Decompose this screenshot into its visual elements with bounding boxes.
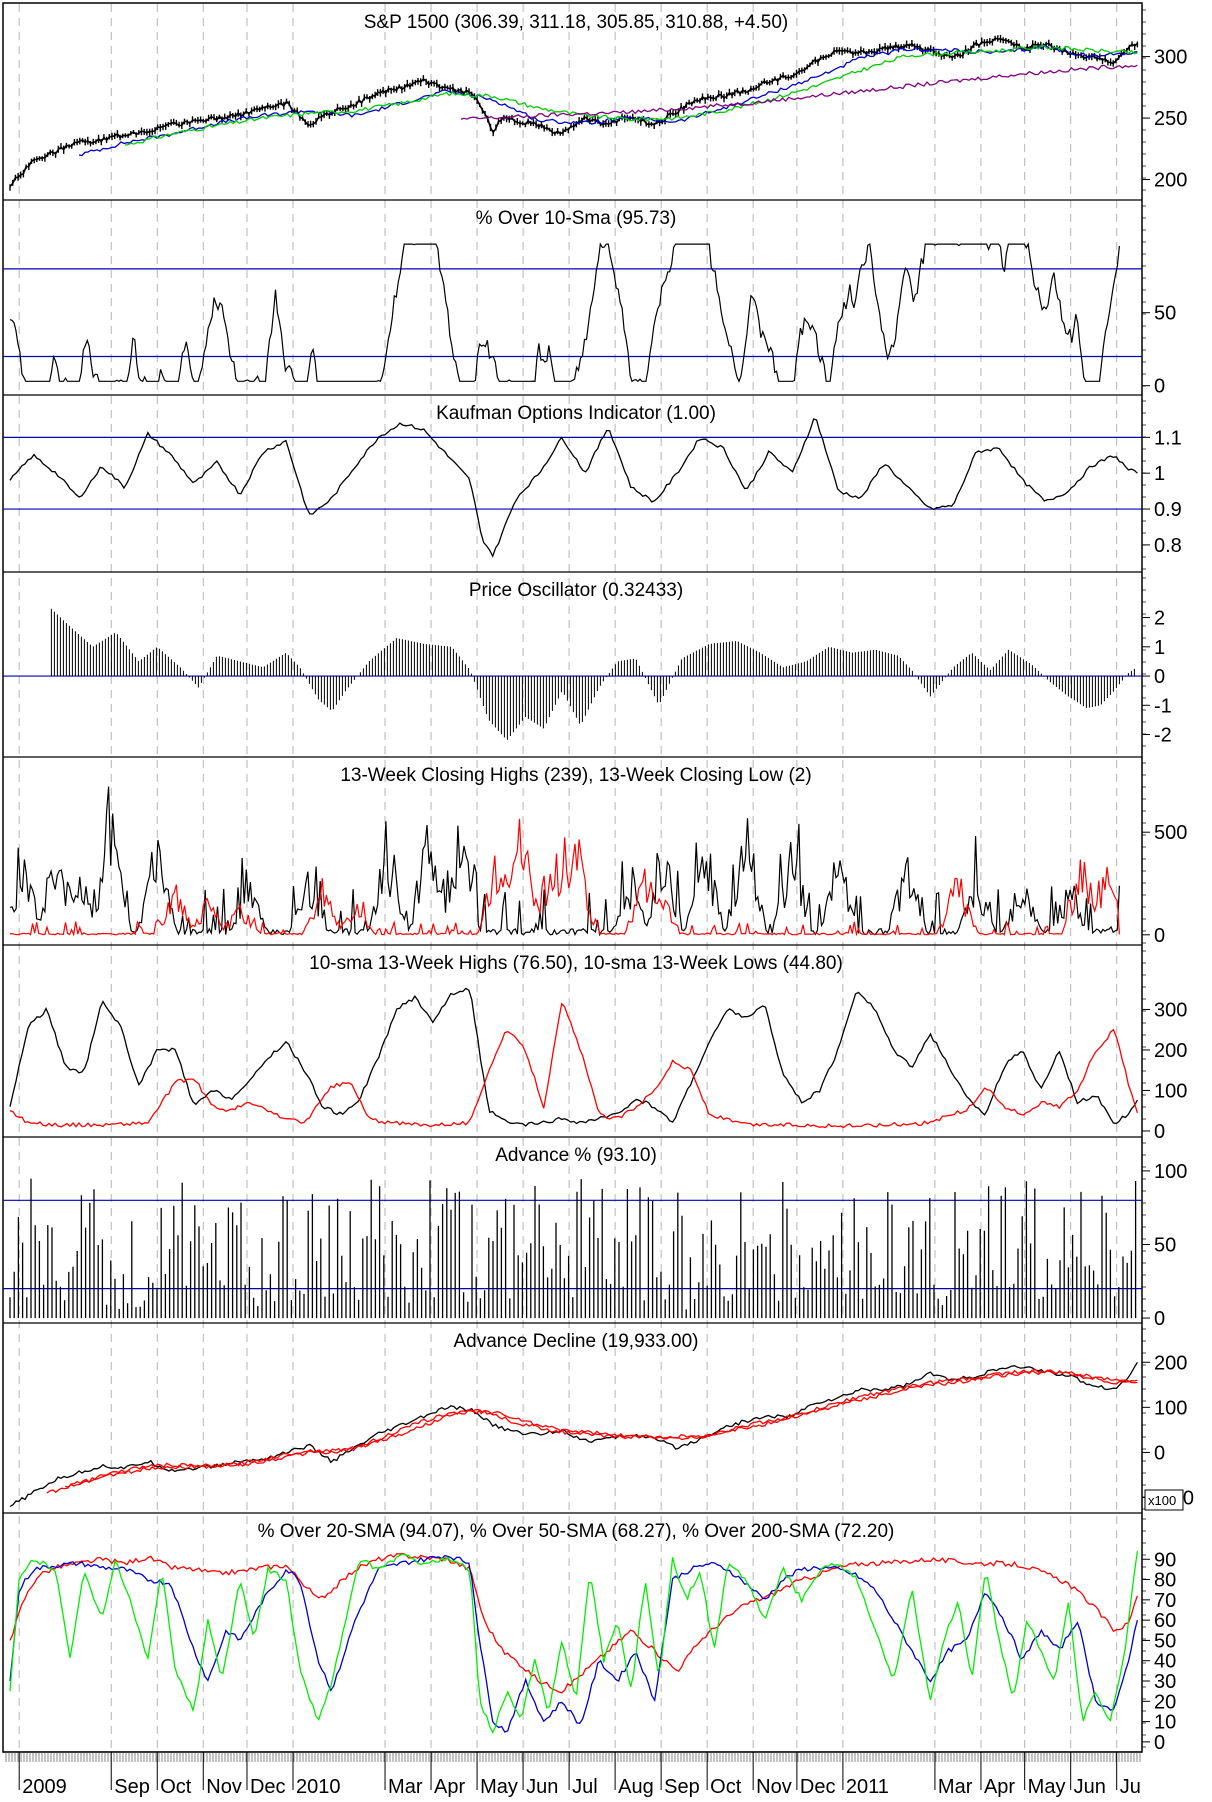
price-line xyxy=(9,37,1138,188)
month-label: Sep xyxy=(114,1776,150,1798)
y-tick-label: 50 xyxy=(1154,1630,1176,1652)
y-tick-label: -1 xyxy=(1154,695,1172,717)
month-label: 2009 xyxy=(22,1776,67,1798)
month-label: 2011 xyxy=(846,1776,889,1798)
panel-title: 13-Week Closing Highs (239), 13-Week Clo… xyxy=(340,765,811,786)
panel-sp1500: 200 250 300 S&P 1500 (306.39, 311.18, 305.8… xyxy=(9,9,1187,192)
histogram-bars xyxy=(50,608,1135,740)
y-tick-label: 0 xyxy=(1154,1732,1165,1754)
series-line xyxy=(9,1552,1139,1694)
y-tick-label: 2 xyxy=(1154,608,1165,630)
y-tick-label: 0 xyxy=(1154,1442,1165,1464)
y-tick-label: 300 xyxy=(1154,47,1187,69)
series-line xyxy=(9,1554,1139,1733)
series-line xyxy=(9,418,1138,558)
y-tick-label: 200 xyxy=(1154,1040,1187,1062)
x-axis: 2009 Sep Oct Nov Dec 2010 Mar Apr May Jun Jul Aug Se… xyxy=(3,1751,1142,1798)
month-label: Oct xyxy=(160,1776,192,1798)
scale-note-box xyxy=(1144,1489,1184,1511)
y-tick-label: 100 xyxy=(1154,1161,1187,1183)
y-tick-label: 70 xyxy=(1154,1590,1176,1612)
y-tick-label: 250 xyxy=(1154,108,1187,130)
month-label: Oct xyxy=(710,1776,742,1798)
panel-over10: 0 50 % Over 10-Sma (95.73) xyxy=(3,199,1176,398)
series-line xyxy=(460,64,1138,120)
panel-sma13: 0 100 200 300 10-sma 13-Week Highs (76.50), … xyxy=(3,944,1187,1143)
panel-title: % Over 10-Sma (95.73) xyxy=(476,208,677,229)
series-line xyxy=(9,1551,1139,1734)
y-tick-label: 0.8 xyxy=(1154,535,1182,557)
month-label: 2010 xyxy=(296,1776,341,1798)
y-tick-label: 90 xyxy=(1154,1549,1176,1571)
y-tick-label: -2 xyxy=(1154,725,1172,747)
month-label: Apr xyxy=(434,1776,465,1798)
y-tick-label: 100 xyxy=(1154,1397,1187,1419)
series-line xyxy=(9,987,1138,1127)
advance-bars xyxy=(9,1178,1137,1319)
month-label: Jun xyxy=(526,1776,558,1798)
series-line xyxy=(46,1368,1138,1494)
month-label: Jun xyxy=(1074,1776,1106,1798)
panel-hl13: 0 500 13-Week Closing Highs (239), 13-Week… xyxy=(3,756,1187,947)
month-label: Sep xyxy=(664,1776,700,1798)
panel-priceosc: -2 -1 0 1 2 Price Oscillator (0.32433) xyxy=(3,571,1172,747)
y-tick-label: 0.9 xyxy=(1154,499,1182,521)
series-line xyxy=(9,1002,1139,1129)
month-label: Aug xyxy=(618,1776,654,1798)
y-tick-label: 0 xyxy=(1154,1308,1165,1330)
y-tick-label: 1 xyxy=(1154,637,1165,659)
y-tick-label: 40 xyxy=(1154,1651,1176,1673)
y-tick-label: 0 xyxy=(1154,925,1165,947)
y-tick-label: 200 xyxy=(1154,170,1187,192)
panel-kaufman: 0.8 0.9 1 1.1 Kaufman Options Indicator (1.0… xyxy=(3,394,1182,570)
y-tick-label: 0 xyxy=(1154,376,1165,398)
y-tick-label: 1 xyxy=(1154,463,1165,485)
y-tick-label: 300 xyxy=(1154,999,1187,1021)
series-line xyxy=(78,44,1138,157)
y-tick-label: 0 xyxy=(1154,1121,1165,1143)
month-label: May xyxy=(1028,1776,1066,1798)
spiky-series-line xyxy=(9,818,1120,937)
panel-title: % Over 20-SMA (94.07), % Over 50-SMA (68… xyxy=(258,1521,895,1542)
month-label: Apr xyxy=(984,1776,1015,1798)
chart-frame xyxy=(2,2,1143,1753)
month-label: Jul xyxy=(572,1776,598,1798)
series-line xyxy=(124,44,1138,146)
y-tick-label: 1.1 xyxy=(1154,427,1182,449)
panel-title: Advance % (93.10) xyxy=(495,1145,657,1166)
month-label: Nov xyxy=(206,1776,242,1798)
month-label: Dec xyxy=(250,1776,286,1798)
month-label: Dec xyxy=(800,1776,836,1798)
y-tick-label: 0 xyxy=(1154,666,1165,688)
panel-adline: -1000100200Advance Decline (19,933.00)x1… xyxy=(3,1322,1194,1511)
spiky-series-line xyxy=(9,786,1120,937)
panel-title: Price Oscillator (0.32433) xyxy=(469,580,683,601)
month-label: Mar xyxy=(388,1776,423,1798)
panel-title: Kaufman Options Indicator (1.00) xyxy=(436,403,716,424)
month-label: May xyxy=(480,1776,518,1798)
panel-title: 10-sma 13-Week Highs (76.50), 10-sma 13-… xyxy=(309,953,843,974)
scale-note: x100 xyxy=(1148,1493,1176,1508)
oscillator-line xyxy=(9,242,1120,383)
y-tick-label: 60 xyxy=(1154,1610,1176,1632)
y-tick-label: 20 xyxy=(1154,1691,1176,1713)
y-tick-label: 80 xyxy=(1154,1570,1176,1592)
month-label: Ju xyxy=(1120,1776,1141,1798)
panel-advance: 0 50 100 Advance % (93.10) xyxy=(3,1136,1187,1330)
month-label: Mar xyxy=(938,1776,973,1798)
y-tick-label: 500 xyxy=(1154,822,1187,844)
y-tick-label: 30 xyxy=(1154,1671,1176,1693)
series-line xyxy=(65,1369,1138,1488)
panel-title: S&P 1500 (306.39, 311.18, 305.85, 310.88… xyxy=(364,12,789,33)
y-tick-label: 100 xyxy=(1154,1080,1187,1102)
month-label: Nov xyxy=(756,1776,792,1798)
y-tick-label: 50 xyxy=(1154,303,1176,325)
panel-title: Advance Decline (19,933.00) xyxy=(453,1331,698,1352)
y-tick-label: 200 xyxy=(1154,1352,1187,1374)
y-tick-label: 10 xyxy=(1154,1712,1176,1734)
y-tick-label: 50 xyxy=(1154,1234,1176,1256)
